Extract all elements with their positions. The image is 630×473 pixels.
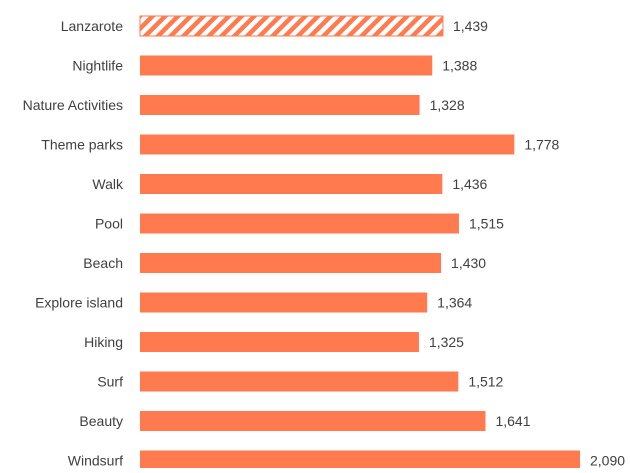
value-label-beach: 1,430 — [451, 255, 486, 271]
bar-lanzarote — [139, 15, 444, 37]
value-label-lanzarote: 1,439 — [453, 18, 488, 34]
category-label-walk: Walk — [92, 176, 124, 192]
bar-beauty — [140, 411, 486, 431]
value-label-walk: 1,436 — [452, 176, 487, 192]
category-label-pool: Pool — [95, 216, 123, 232]
category-label-lanzarote: Lanzarote — [61, 18, 123, 34]
bar-beach — [140, 253, 442, 273]
value-labels-group: 1,439 1,388 1,328 1,778 1,436 1,515 1,430 1,364… — [429, 18, 625, 469]
bar-pool — [140, 213, 459, 234]
value-label-windsurf: 2,090 — [590, 453, 625, 469]
bar-windsurf — [140, 450, 580, 471]
value-label-nightlife: 1,388 — [442, 58, 477, 74]
value-label-explore-island: 1,364 — [437, 295, 472, 311]
category-label-windsurf: Windsurf — [68, 453, 123, 469]
category-label-beach: Beach — [83, 255, 123, 271]
category-label-nature-activities: Nature Activities — [23, 97, 123, 113]
category-labels-group: Lanzarote Nightlife Nature Activities Theme… — [23, 18, 124, 469]
bar-nature-activities — [140, 95, 420, 115]
bar-nightlife — [140, 55, 433, 76]
bar-explore-island — [140, 292, 428, 313]
bar-walk — [140, 174, 443, 194]
value-label-beauty: 1,641 — [495, 413, 530, 429]
value-label-surf: 1,512 — [468, 374, 503, 390]
bar-theme-parks — [140, 134, 515, 155]
value-label-theme-parks: 1,778 — [524, 137, 559, 153]
value-label-hiking: 1,325 — [429, 334, 464, 350]
category-label-theme-parks: Theme parks — [41, 137, 123, 153]
bars-group — [139, 15, 580, 471]
bar-surf — [140, 371, 459, 392]
category-label-hiking: Hiking — [84, 334, 123, 350]
category-label-surf: Surf — [97, 374, 123, 390]
category-label-beauty: Beauty — [79, 413, 123, 429]
category-label-explore-island: Explore island — [35, 295, 123, 311]
bar-hiking — [140, 332, 419, 352]
category-label-nightlife: Nightlife — [72, 58, 123, 74]
value-label-pool: 1,515 — [469, 216, 504, 232]
value-label-nature-activities: 1,328 — [430, 97, 465, 113]
